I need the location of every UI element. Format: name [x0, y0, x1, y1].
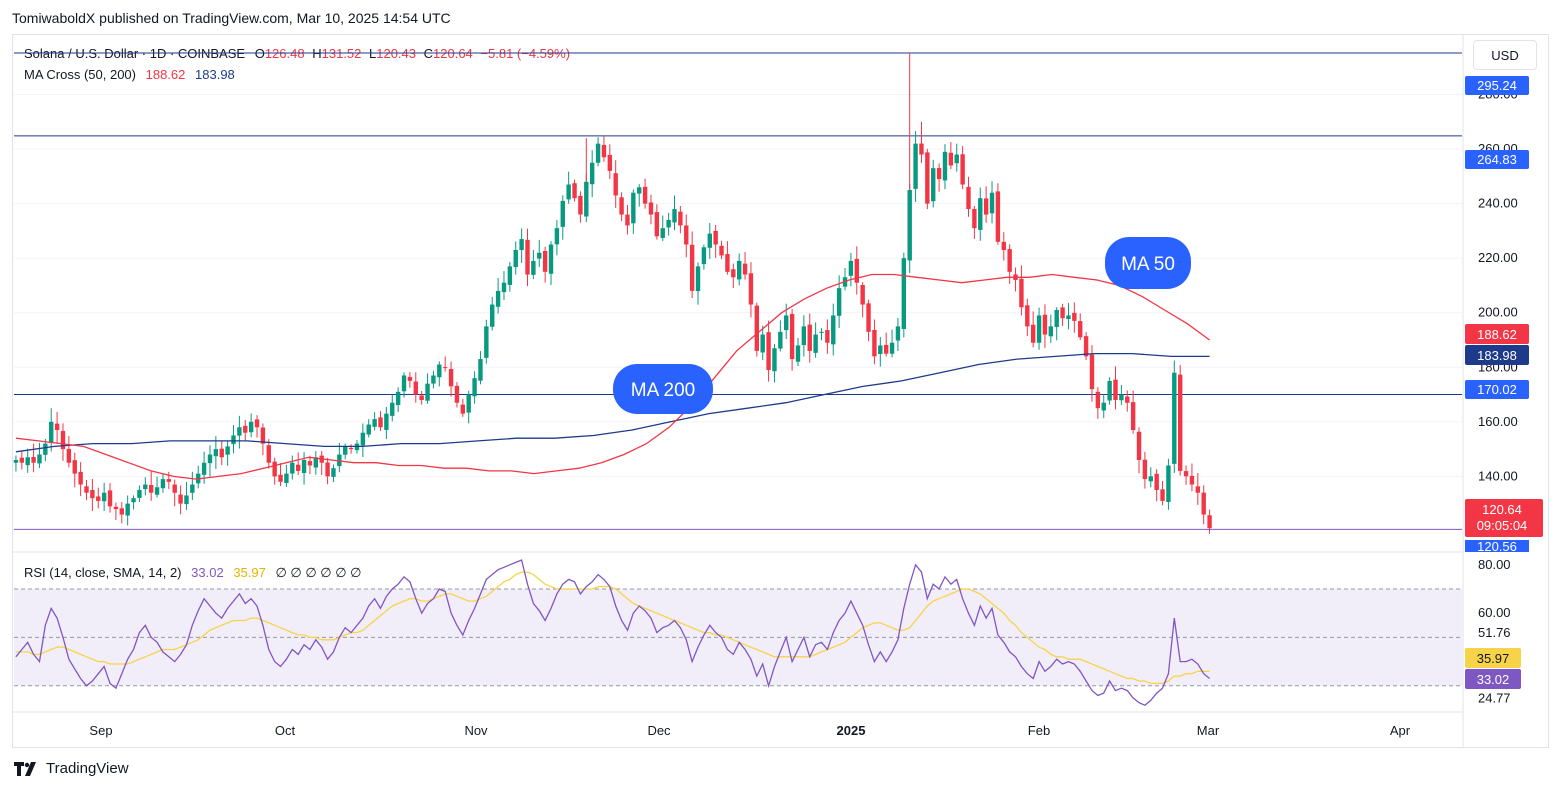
- tradingview-logo-icon: [14, 761, 36, 776]
- open-label: O: [254, 46, 265, 61]
- rsi-label[interactable]: RSI (14, close, SMA, 14, 2): [24, 565, 182, 580]
- close-label: C: [423, 46, 434, 61]
- rsi-legend-value: 33.02: [191, 565, 224, 580]
- brand-name: TradingView: [46, 760, 129, 777]
- ma50-legend-value: 188.62: [145, 67, 186, 82]
- price-legend: Solana / U.S. Dollar · 1D · COINBASE O12…: [24, 46, 570, 61]
- high-value: 131.52: [321, 46, 362, 61]
- chart-frame[interactable]: [12, 34, 1549, 748]
- brand-footer[interactable]: TradingView: [14, 760, 129, 777]
- rsi-legend: RSI (14, close, SMA, 14, 2) 33.02 35.97 …: [24, 565, 362, 581]
- close-value: 120.64: [433, 46, 473, 61]
- low-value: 120.43: [376, 46, 416, 61]
- change-value: −5.81 (−4.59%): [480, 46, 571, 61]
- rsi-extra-values: ∅ ∅ ∅ ∅ ∅ ∅: [275, 565, 362, 580]
- rsi-sma-legend-value: 35.97: [233, 565, 266, 580]
- high-label: H: [312, 46, 322, 61]
- currency-button[interactable]: USD: [1473, 40, 1537, 70]
- open-value: 126.48: [264, 46, 305, 61]
- ma-cross-label[interactable]: MA Cross (50, 200): [24, 67, 136, 82]
- publish-caption: TomiwaboldX published on TradingView.com…: [12, 10, 451, 26]
- ma-legend: MA Cross (50, 200) 188.62 183.98: [24, 67, 235, 82]
- symbol-label[interactable]: Solana / U.S. Dollar · 1D · COINBASE: [24, 46, 246, 61]
- ma200-legend-value: 183.98: [195, 67, 235, 82]
- low-label: L: [369, 46, 377, 61]
